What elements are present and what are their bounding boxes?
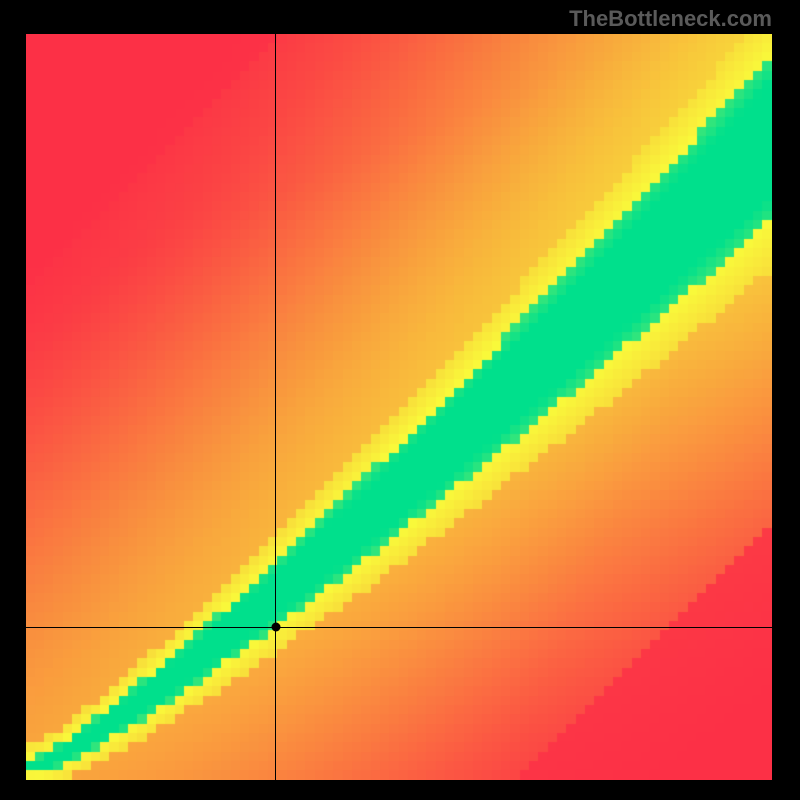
crosshair-vertical xyxy=(275,34,276,780)
watermark-text: TheBottleneck.com xyxy=(569,6,772,32)
chart-container: TheBottleneck.com xyxy=(0,0,800,800)
selection-marker-dot xyxy=(271,623,280,632)
crosshair-horizontal xyxy=(26,627,772,628)
bottleneck-heatmap xyxy=(26,34,772,780)
